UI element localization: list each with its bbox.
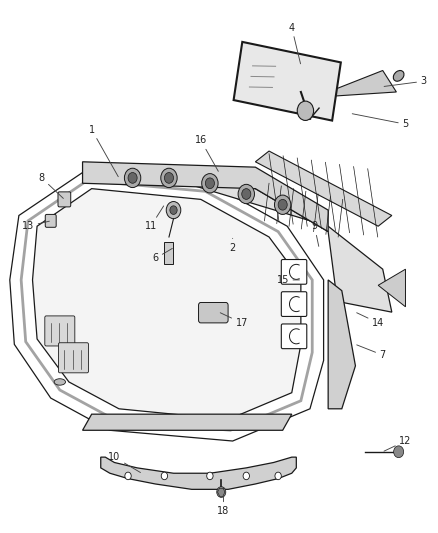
Text: 15: 15 bbox=[276, 275, 300, 285]
FancyBboxPatch shape bbox=[281, 260, 307, 284]
Circle shape bbox=[394, 446, 404, 458]
Polygon shape bbox=[255, 151, 392, 226]
Polygon shape bbox=[133, 167, 392, 312]
Text: 17: 17 bbox=[220, 313, 248, 328]
Text: 5: 5 bbox=[352, 114, 409, 129]
Circle shape bbox=[278, 199, 287, 210]
FancyBboxPatch shape bbox=[58, 192, 71, 207]
Text: 11: 11 bbox=[145, 206, 164, 231]
Polygon shape bbox=[82, 162, 328, 232]
Circle shape bbox=[242, 189, 251, 199]
Circle shape bbox=[161, 472, 168, 480]
Circle shape bbox=[164, 173, 173, 183]
Polygon shape bbox=[32, 189, 301, 419]
Text: 14: 14 bbox=[357, 313, 384, 328]
Polygon shape bbox=[101, 457, 297, 489]
Circle shape bbox=[166, 201, 181, 219]
Circle shape bbox=[124, 168, 141, 188]
Circle shape bbox=[297, 101, 314, 120]
Circle shape bbox=[202, 174, 218, 193]
Ellipse shape bbox=[54, 379, 66, 385]
FancyBboxPatch shape bbox=[281, 292, 307, 317]
Circle shape bbox=[243, 472, 250, 480]
Text: 3: 3 bbox=[384, 76, 427, 86]
Circle shape bbox=[170, 206, 177, 214]
Text: 12: 12 bbox=[384, 436, 412, 451]
Polygon shape bbox=[328, 280, 356, 409]
Text: 16: 16 bbox=[194, 135, 218, 171]
Circle shape bbox=[205, 178, 215, 189]
Polygon shape bbox=[314, 70, 396, 98]
Text: 13: 13 bbox=[22, 221, 49, 231]
Text: 18: 18 bbox=[217, 496, 230, 516]
Circle shape bbox=[125, 472, 131, 480]
Polygon shape bbox=[82, 414, 292, 430]
Ellipse shape bbox=[393, 70, 404, 81]
Circle shape bbox=[207, 472, 213, 480]
Polygon shape bbox=[378, 269, 406, 307]
FancyBboxPatch shape bbox=[281, 324, 307, 349]
Text: 7: 7 bbox=[357, 345, 386, 360]
Text: 2: 2 bbox=[230, 238, 236, 253]
FancyBboxPatch shape bbox=[58, 343, 88, 373]
Circle shape bbox=[128, 173, 137, 183]
Text: 8: 8 bbox=[39, 173, 64, 198]
Text: 1: 1 bbox=[88, 125, 118, 177]
Text: 9: 9 bbox=[311, 221, 319, 246]
Circle shape bbox=[161, 168, 177, 188]
FancyBboxPatch shape bbox=[198, 303, 228, 323]
Circle shape bbox=[238, 184, 254, 204]
Circle shape bbox=[275, 472, 281, 480]
FancyBboxPatch shape bbox=[45, 214, 56, 227]
Polygon shape bbox=[233, 42, 341, 120]
FancyBboxPatch shape bbox=[45, 316, 75, 346]
Text: 6: 6 bbox=[152, 248, 172, 263]
Circle shape bbox=[275, 195, 291, 214]
Text: 10: 10 bbox=[108, 452, 141, 473]
Text: 4: 4 bbox=[289, 22, 300, 64]
Circle shape bbox=[217, 487, 226, 497]
Bar bbox=[164, 243, 173, 264]
